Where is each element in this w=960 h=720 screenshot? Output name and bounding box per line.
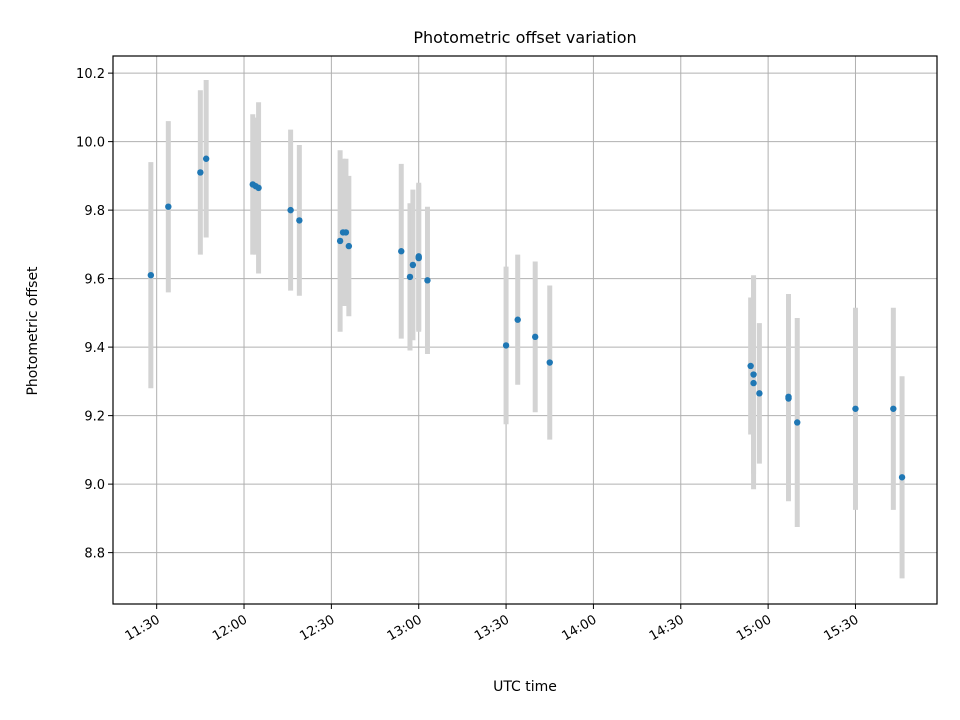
y-tick-label: 9.0 [84, 478, 105, 493]
data-point [336, 237, 344, 245]
data-point [165, 203, 172, 210]
plot-frame [112, 55, 938, 605]
x-axis-label: UTC time [493, 679, 557, 695]
y-axis-label: Photometric offset [25, 266, 41, 396]
data-point [345, 242, 353, 250]
data-point [296, 217, 303, 224]
data-point [546, 359, 553, 366]
chart-title: Photometric offset variation [413, 28, 636, 47]
y-tick-label: 9.2 [84, 410, 105, 425]
y-axis-ticks: 8.8 9.0 9.2 9.4 9.6 9.8 10.0 10.2 [76, 67, 113, 562]
data-point [747, 362, 754, 370]
data-point [406, 273, 414, 281]
data-point [202, 155, 210, 162]
data-point [756, 390, 763, 397]
y-tick-label: 8.8 [84, 547, 105, 562]
data-point [794, 419, 801, 426]
data-point [514, 316, 521, 323]
data-point [898, 474, 906, 481]
data-point [424, 277, 431, 284]
data-points [147, 155, 906, 481]
y-tick-label: 10.0 [76, 136, 105, 151]
y-tick-label: 9.6 [84, 273, 105, 288]
y-tick-label: 10.2 [76, 67, 105, 82]
y-tick-label: 9.4 [84, 341, 105, 356]
data-point [415, 254, 422, 262]
data-point [197, 169, 204, 176]
y-tick-label: 9.8 [84, 204, 105, 219]
data-point [750, 371, 757, 378]
data-point [890, 405, 897, 412]
data-point [287, 206, 294, 214]
data-point [502, 342, 510, 349]
data-point [255, 184, 262, 192]
data-point [398, 248, 405, 255]
data-point [785, 395, 792, 402]
data-point [750, 379, 757, 387]
data-point [531, 333, 539, 341]
data-point [409, 261, 417, 269]
data-point [852, 405, 859, 412]
data-point [147, 272, 155, 279]
data-point [342, 229, 350, 236]
